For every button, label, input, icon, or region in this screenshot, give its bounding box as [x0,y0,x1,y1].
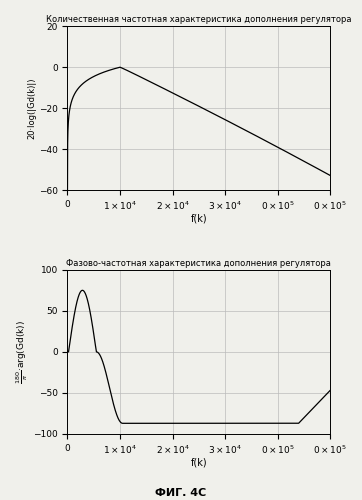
Title: Фазово-частотная характеристика дополнения регулятора: Фазово-частотная характеристика дополнен… [66,258,331,268]
X-axis label: f(k): f(k) [190,458,207,468]
Y-axis label: 20·log(|Gd(k)|): 20·log(|Gd(k)|) [27,78,36,139]
Text: ФИГ. 4С: ФИГ. 4С [155,488,207,498]
Title: Количественная частотная характеристика дополнения регулятора: Количественная частотная характеристика … [46,15,352,24]
X-axis label: f(k): f(k) [190,214,207,224]
Y-axis label: $\frac{180}{\pi}$·arg(Gd(k)): $\frac{180}{\pi}$·arg(Gd(k)) [15,320,30,384]
